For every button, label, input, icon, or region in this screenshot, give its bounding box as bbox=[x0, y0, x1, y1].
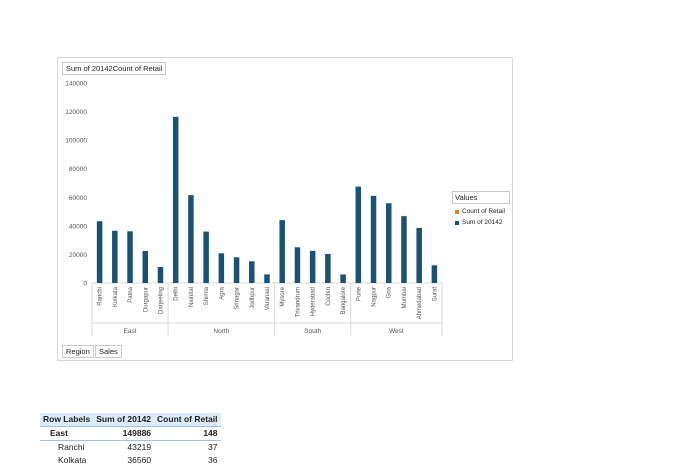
y-tick-label: 80000 bbox=[69, 166, 87, 173]
x-category-label: Pune bbox=[356, 286, 362, 301]
pivot-row-east[interactable]: East 149886 148 bbox=[40, 427, 221, 441]
bar-sum-of-20142[interactable] bbox=[432, 265, 438, 283]
legend-title-field-button[interactable]: Values bbox=[452, 191, 510, 204]
x-category-label: Ranchi bbox=[98, 287, 104, 306]
bar-sum-of-20142[interactable] bbox=[401, 216, 407, 283]
x-category-label: Delhi bbox=[174, 287, 180, 301]
bar-sum-of-20142[interactable] bbox=[386, 203, 392, 283]
y-tick-label: 100000 bbox=[65, 138, 87, 145]
bar-sum-of-20142[interactable] bbox=[127, 231, 133, 283]
pivot-row-ranchi[interactable]: Ranchi 43219 37 bbox=[40, 441, 221, 455]
x-category-label: Kolkata bbox=[113, 286, 119, 307]
bar-sum-of-20142[interactable] bbox=[356, 187, 362, 283]
x-category-label: Srinagar bbox=[235, 287, 241, 310]
legend-item-count-of-retail: Count of Retail bbox=[455, 208, 510, 215]
x-category-label: Cochin bbox=[326, 287, 332, 306]
bar-sum-of-20142[interactable] bbox=[371, 196, 377, 283]
bar-sum-of-20142[interactable] bbox=[416, 228, 422, 283]
y-tick-label: 120000 bbox=[65, 109, 87, 116]
x-category-label: Patna bbox=[128, 286, 134, 302]
legend-item-sum-of-20142: Sum of 20142 bbox=[455, 219, 510, 226]
x-category-label: Goa bbox=[387, 286, 393, 298]
chart-canvas: 0 20000 40000 60000 80000 100000 120000 140000 R… bbox=[58, 58, 514, 362]
region-field-button[interactable]: Region bbox=[62, 345, 94, 358]
x-category-label: Hyderabad bbox=[311, 287, 317, 316]
chart-legend: Values Count of Retail Sum of 20142 bbox=[452, 191, 510, 226]
bar-sum-of-20142[interactable] bbox=[173, 117, 179, 283]
bar-sum-of-20142[interactable] bbox=[340, 274, 346, 283]
row-label: East bbox=[40, 427, 93, 441]
x-group-label: South bbox=[304, 328, 321, 335]
x-category-label: Nagpur bbox=[372, 287, 378, 307]
row-sum: 43219 bbox=[93, 441, 154, 455]
row-label: Kolkata bbox=[40, 454, 93, 467]
count-header: Count of Retail bbox=[154, 413, 220, 427]
pivot-row-kolkata[interactable]: Kolkata 36560 36 bbox=[40, 454, 221, 467]
bar-sum-of-20142[interactable] bbox=[143, 251, 149, 283]
x-category-label: Agra bbox=[219, 286, 225, 299]
bar-sum-of-20142[interactable] bbox=[97, 221, 103, 283]
row-labels-header[interactable]: Row Labels bbox=[40, 413, 93, 427]
x-category-label: Nainital bbox=[189, 287, 195, 307]
bar-sum-of-20142[interactable] bbox=[158, 267, 164, 283]
row-label: Ranchi bbox=[40, 441, 93, 455]
row-count: 148 bbox=[154, 427, 220, 441]
x-category-label: Ahmedabad bbox=[417, 287, 423, 319]
x-category-label: Surat bbox=[432, 287, 438, 302]
x-category-label: Bangalore bbox=[341, 286, 347, 314]
y-tick-label: 20000 bbox=[69, 252, 87, 259]
x-group-label: North bbox=[213, 328, 229, 335]
y-tick-label: 40000 bbox=[69, 223, 87, 230]
x-category-label: Mysore bbox=[280, 286, 286, 306]
bar-sum-of-20142[interactable] bbox=[325, 254, 331, 283]
pivot-header-row: Row Labels Sum of 20142 Count of Retail bbox=[40, 413, 221, 427]
bar-sum-of-20142[interactable] bbox=[295, 247, 301, 283]
x-category-label: Jodhpur bbox=[250, 287, 256, 309]
y-tick-label: 140000 bbox=[65, 81, 87, 88]
x-category-label: Darjeeling bbox=[158, 287, 164, 314]
x-category-label: Varanasi bbox=[265, 287, 271, 310]
y-tick-label: 0 bbox=[83, 281, 87, 288]
bar-sum-of-20142[interactable] bbox=[310, 251, 316, 283]
bar-sum-of-20142[interactable] bbox=[264, 274, 270, 283]
row-sum: 149886 bbox=[93, 427, 154, 441]
bar-sum-of-20142[interactable] bbox=[249, 261, 255, 283]
bar-sum-of-20142[interactable] bbox=[219, 253, 225, 283]
bar-sum-of-20142[interactable] bbox=[234, 257, 240, 283]
x-category-label: Shimla bbox=[204, 286, 210, 305]
sales-field-button[interactable]: Sales bbox=[95, 345, 122, 358]
bar-sum-of-20142[interactable] bbox=[279, 220, 285, 283]
x-group-label: East bbox=[124, 328, 137, 335]
x-category-label: Trivandrum bbox=[295, 287, 301, 317]
chart-title-field-button[interactable]: Sum of 20142Count of Retail bbox=[62, 62, 166, 75]
y-tick-label: 60000 bbox=[69, 195, 87, 202]
row-count: 37 bbox=[154, 441, 220, 455]
legend-label-sum-of-20142: Sum of 20142 bbox=[462, 219, 502, 226]
x-category-label: Durgapur bbox=[143, 287, 149, 312]
x-category-label: Mumbai bbox=[402, 287, 408, 308]
x-group-label: West bbox=[389, 328, 404, 335]
legend-label-count-of-retail: Count of Retail bbox=[462, 208, 505, 215]
bar-sum-of-20142[interactable] bbox=[112, 231, 118, 283]
bar-sum-of-20142[interactable] bbox=[203, 232, 209, 283]
bar-sum-of-20142[interactable] bbox=[188, 195, 194, 283]
legend-swatch-sum-of-20142 bbox=[455, 221, 459, 225]
sum-header: Sum of 20142 bbox=[93, 413, 154, 427]
row-count: 36 bbox=[154, 454, 220, 467]
pivot-chart[interactable]: 0 20000 40000 60000 80000 100000 120000 140000 R… bbox=[57, 57, 513, 361]
legend-swatch-count-of-retail bbox=[455, 210, 459, 214]
row-sum: 36560 bbox=[93, 454, 154, 467]
